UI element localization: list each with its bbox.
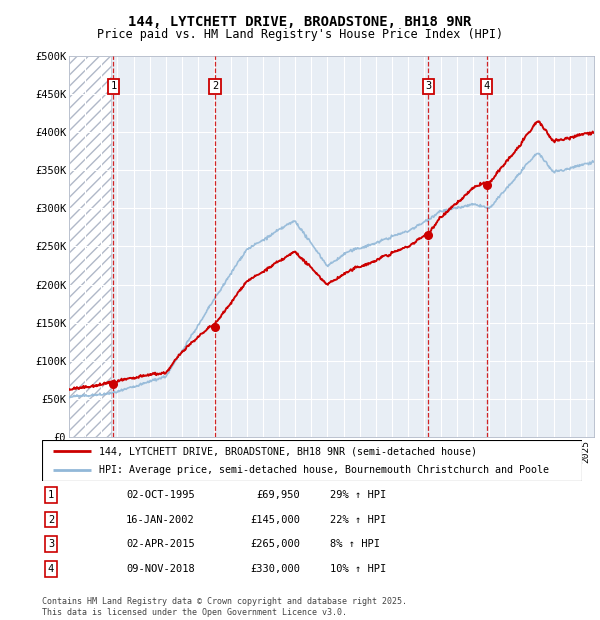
Text: £69,950: £69,950	[256, 490, 300, 500]
Text: 4: 4	[48, 564, 54, 574]
Text: 2: 2	[212, 81, 218, 91]
Text: 10% ↑ HPI: 10% ↑ HPI	[330, 564, 386, 574]
Text: £265,000: £265,000	[250, 539, 300, 549]
Text: 144, LYTCHETT DRIVE, BROADSTONE, BH18 9NR: 144, LYTCHETT DRIVE, BROADSTONE, BH18 9N…	[128, 16, 472, 30]
Text: 02-OCT-1995: 02-OCT-1995	[126, 490, 195, 500]
Text: 8% ↑ HPI: 8% ↑ HPI	[330, 539, 380, 549]
Text: Contains HM Land Registry data © Crown copyright and database right 2025.
This d: Contains HM Land Registry data © Crown c…	[42, 598, 407, 617]
Text: 22% ↑ HPI: 22% ↑ HPI	[330, 515, 386, 525]
Text: 2: 2	[48, 515, 54, 525]
Bar	[69, 56, 111, 437]
Text: HPI: Average price, semi-detached house, Bournemouth Christchurch and Poole: HPI: Average price, semi-detached house,…	[98, 466, 549, 476]
Text: 09-NOV-2018: 09-NOV-2018	[126, 564, 195, 574]
Text: 4: 4	[484, 81, 490, 91]
Text: 1: 1	[48, 490, 54, 500]
Text: 1: 1	[110, 81, 116, 91]
Text: 3: 3	[48, 539, 54, 549]
FancyBboxPatch shape	[42, 440, 582, 480]
Text: 29% ↑ HPI: 29% ↑ HPI	[330, 490, 386, 500]
Text: 16-JAN-2002: 16-JAN-2002	[126, 515, 195, 525]
Text: 02-APR-2015: 02-APR-2015	[126, 539, 195, 549]
Text: Price paid vs. HM Land Registry's House Price Index (HPI): Price paid vs. HM Land Registry's House …	[97, 28, 503, 41]
Text: 3: 3	[425, 81, 431, 91]
Text: £330,000: £330,000	[250, 564, 300, 574]
Text: 144, LYTCHETT DRIVE, BROADSTONE, BH18 9NR (semi-detached house): 144, LYTCHETT DRIVE, BROADSTONE, BH18 9N…	[98, 446, 476, 456]
Text: £145,000: £145,000	[250, 515, 300, 525]
